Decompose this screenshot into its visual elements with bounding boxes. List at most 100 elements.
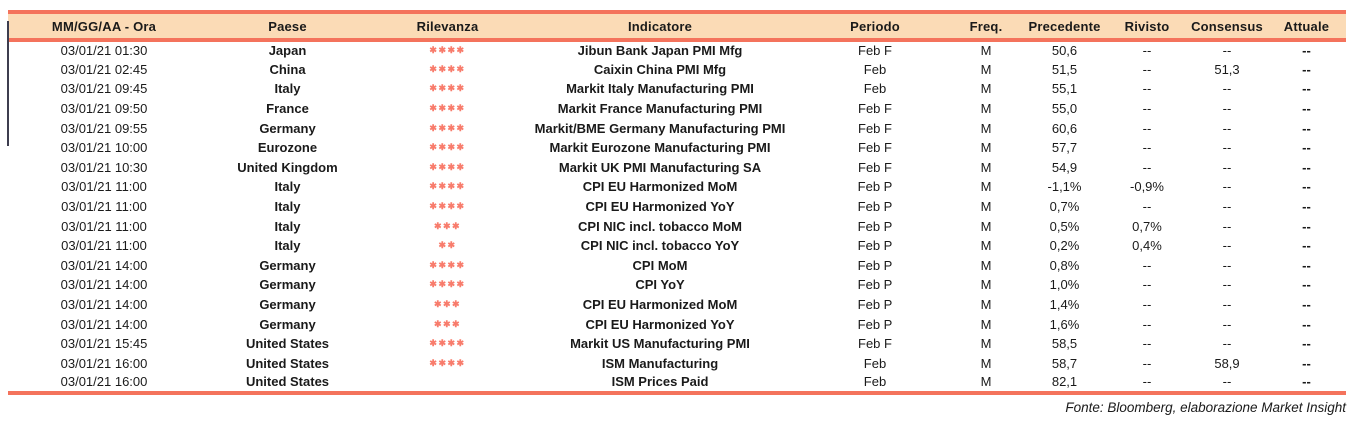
indicator-cell: Jibun Bank Japan PMI Mfg <box>577 43 743 59</box>
previous-cell: 57,7 <box>1051 140 1078 156</box>
relevance-cell <box>375 373 520 395</box>
country-cell: France <box>266 101 309 117</box>
country-cell: Germany <box>259 257 316 273</box>
datetime-cell: 03/01/21 14:00 <box>60 257 148 273</box>
period-cell: Feb F <box>858 336 892 352</box>
country-cell: Italy <box>274 179 301 195</box>
country-cell: Italy <box>274 81 301 97</box>
left-edge-artifact-line <box>7 21 9 146</box>
table-header: MM/GG/AA - Ora Paese Rilevanza Indicatore Pe… <box>8 10 1346 42</box>
freq-cell: M <box>980 297 992 313</box>
relevance-cell: ✱✱✱✱ <box>375 60 520 80</box>
indicator-cell: CPI NIC incl. tobacco YoY <box>580 238 740 254</box>
relevance-stars-icon: ✱✱ <box>438 240 457 251</box>
actual-cell: -- <box>1302 277 1311 293</box>
datetime-cell: 03/01/21 14:00 <box>60 277 148 293</box>
previous-cell: 1,6% <box>1049 316 1080 332</box>
relevance-cell: ✱✱✱ <box>375 314 520 334</box>
indicator-cell: Markit Italy Manufacturing PMI <box>566 81 754 97</box>
column-header-actual: Attuale <box>1267 10 1346 42</box>
table-row: 03/01/21 11:00 Italy ✱✱ CPI NIC incl. tobac… <box>8 236 1346 256</box>
indicator-cell: CPI EU Harmonized YoY <box>585 316 735 332</box>
previous-cell: 58,5 <box>1051 336 1078 352</box>
relevance-cell: ✱✱✱✱ <box>375 275 520 295</box>
consensus-cell: -- <box>1222 140 1232 156</box>
country-cell: United Kingdom <box>237 159 338 175</box>
previous-cell: 55,0 <box>1051 101 1078 117</box>
consensus-cell: -- <box>1222 297 1232 313</box>
indicator-cell: CPI EU Harmonized MoM <box>582 297 738 313</box>
freq-cell: M <box>980 179 992 195</box>
previous-cell: 0,8% <box>1049 257 1080 273</box>
relevance-cell: ✱✱✱✱ <box>375 354 520 374</box>
actual-cell: -- <box>1302 355 1311 371</box>
datetime-cell: 03/01/21 11:00 <box>61 179 147 195</box>
previous-cell: 55,1 <box>1051 81 1078 97</box>
previous-cell: 1,0% <box>1049 277 1080 293</box>
period-cell: Feb P <box>857 297 893 313</box>
revised-cell: -- <box>1142 81 1152 97</box>
relevance-cell: ✱✱✱✱ <box>375 79 520 99</box>
consensus-cell: -- <box>1222 316 1232 332</box>
table-row: 03/01/21 10:00 Eurozone ✱✱✱✱ Markit Eurozon… <box>8 138 1346 158</box>
datetime-cell: 03/01/21 09:45 <box>60 81 148 97</box>
country-cell: Eurozone <box>257 140 318 156</box>
period-cell: Feb <box>800 373 950 395</box>
freq-cell: M <box>980 277 992 293</box>
table-row: 03/01/21 02:45 China ✱✱✱✱ Caixin China PMI … <box>8 60 1346 80</box>
source-note: Fonte: Bloomberg, elaborazione Market In… <box>1065 399 1346 415</box>
previous-cell: 50,6 <box>1051 43 1078 59</box>
relevance-stars-icon: ✱✱✱✱ <box>429 357 466 368</box>
previous-cell: 0,7% <box>1049 199 1080 215</box>
relevance-cell: ✱✱✱✱ <box>375 158 520 178</box>
previous-cell: 54,9 <box>1051 159 1078 175</box>
actual-cell: -- <box>1302 101 1311 117</box>
column-header-country: Paese <box>200 10 375 42</box>
revised-cell: 0,4% <box>1132 238 1162 254</box>
period-cell: Feb P <box>857 238 893 254</box>
period-cell: Feb F <box>858 101 892 117</box>
revised-cell: -- <box>1142 140 1152 156</box>
freq-cell: M <box>980 355 992 371</box>
indicator-cell: Markit Eurozone Manufacturing PMI <box>549 140 771 156</box>
relevance-cell: ✱✱✱✱ <box>375 334 520 354</box>
actual-cell: -- <box>1302 120 1311 136</box>
table-row: 03/01/21 09:45 Italy ✱✱✱✱ Markit Italy Manu… <box>8 79 1346 99</box>
country-cell: Germany <box>259 277 316 293</box>
relevance-stars-icon: ✱✱✱✱ <box>429 122 466 133</box>
datetime-cell: 03/01/21 14:00 <box>60 316 148 332</box>
relevance-cell: ✱✱✱ <box>375 295 520 315</box>
relevance-stars-icon: ✱✱✱✱ <box>429 161 466 172</box>
column-header-consensus: Consensus <box>1187 10 1267 42</box>
country-cell: Japan <box>268 43 307 59</box>
freq-cell: M <box>980 140 992 156</box>
relevance-cell: ✱✱✱✱ <box>375 118 520 138</box>
indicator-cell: ISM Prices Paid <box>520 373 800 395</box>
revised-cell: -- <box>1142 199 1152 215</box>
previous-cell: 60,6 <box>1051 120 1078 136</box>
datetime-cell: 03/01/21 11:00 <box>61 218 147 234</box>
revised-cell: -- <box>1142 257 1152 273</box>
period-cell: Feb F <box>858 120 892 136</box>
revised-cell: -- <box>1142 159 1152 175</box>
relevance-stars-icon: ✱✱✱ <box>433 318 462 329</box>
table-row: 03/01/21 10:30 United Kingdom ✱✱✱✱ Markit U… <box>8 158 1346 178</box>
country-cell: Germany <box>259 120 316 136</box>
previous-cell: 0,2% <box>1049 238 1080 254</box>
previous-cell: 1,4% <box>1049 297 1080 313</box>
country-cell: United States <box>245 336 330 352</box>
period-cell: Feb P <box>857 257 893 273</box>
freq-cell: M <box>980 159 992 175</box>
table-row: 03/01/21 16:00 United States ISM Prices Pa… <box>8 373 1346 395</box>
relevance-stars-icon: ✱✱✱✱ <box>429 259 466 270</box>
consensus-cell: 58,9 <box>1214 355 1240 371</box>
relevance-stars-icon: ✱✱✱✱ <box>429 279 466 290</box>
freq-cell: M <box>980 43 992 59</box>
relevance-stars-icon: ✱✱✱✱ <box>429 338 466 349</box>
actual-cell: -- <box>1267 373 1346 395</box>
previous-cell: 0,5% <box>1049 218 1080 234</box>
revised-cell: -0,9% <box>1130 179 1164 195</box>
indicator-cell: ISM Manufacturing <box>601 355 719 371</box>
relevance-cell: ✱✱ <box>375 236 520 256</box>
period-cell: Feb P <box>857 218 893 234</box>
